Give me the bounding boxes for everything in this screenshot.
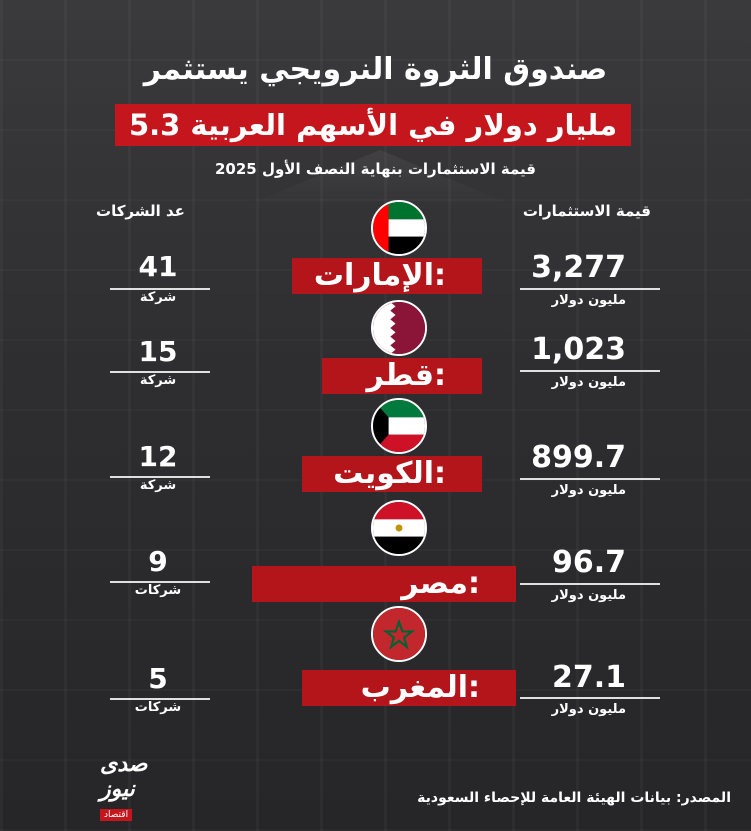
country-label-kuwait: الكويت: [302, 456, 482, 492]
divider [520, 583, 660, 585]
country-label-qatar: قطر: [322, 358, 482, 394]
divider [520, 478, 660, 480]
egypt-flag-icon [371, 500, 427, 556]
value-column-header: قيمة الاستثمارات [522, 202, 651, 220]
source-note: المصدر: بيانات الهيئة العامة للإحصاء الس… [417, 790, 731, 806]
investment-value: 899.7 [531, 440, 626, 475]
sada-news-logo: صدى نيوز اقتصاد [100, 752, 172, 821]
divider [110, 698, 210, 700]
investment-unit: مليون دولار [551, 483, 626, 498]
country-label-uae: الإمارات: [292, 258, 482, 294]
investment-unit: مليون دولار [551, 375, 626, 390]
country-label-morocco: المغرب: [302, 670, 516, 706]
company-count: 5 [148, 662, 168, 695]
title-line-1: صندوق الثروة النرويجي يستثمر [143, 52, 608, 87]
kuwait-flag-icon [371, 398, 427, 454]
divider [110, 581, 210, 583]
qatar-flag-icon [371, 300, 427, 356]
investment-value: 1,023 [531, 332, 626, 367]
investment-unit: مليون دولار [551, 588, 626, 603]
country-label-egypt: مصر: [252, 566, 516, 602]
company-count-unit: شركة [139, 373, 177, 388]
divider [110, 288, 210, 290]
investment-value: 27.1 [551, 660, 626, 695]
investment-unit: مليون دولار [551, 702, 626, 717]
divider [520, 370, 660, 372]
company-count-unit: شركة [139, 478, 177, 493]
investment-value: 96.7 [551, 545, 626, 580]
investment-unit: مليون دولار [551, 293, 626, 308]
title-line-2: 5.3 مليار دولار في الأسهم العربية [115, 104, 631, 146]
company-count: 41 [138, 250, 178, 283]
company-count-unit: شركة [139, 290, 177, 305]
divider [520, 288, 660, 290]
count-column-header: عد الشركات [96, 202, 185, 220]
logo-tag: اقتصاد [100, 809, 133, 821]
investment-value: 3,277 [531, 250, 626, 285]
morocco-flag-icon [371, 606, 427, 662]
company-count: 12 [138, 440, 178, 473]
subtitle: قيمة الاستثمارات بنهاية النصف الأول 2025 [214, 160, 536, 178]
divider [110, 371, 210, 373]
uae-flag-icon [371, 200, 427, 256]
company-count: 9 [148, 545, 168, 578]
divider [110, 476, 210, 478]
company-count-unit: شركات [134, 583, 182, 598]
company-count-unit: شركات [134, 700, 182, 715]
logo-word: صدى نيوز [100, 752, 148, 802]
company-count: 15 [138, 335, 178, 368]
divider [520, 697, 660, 699]
